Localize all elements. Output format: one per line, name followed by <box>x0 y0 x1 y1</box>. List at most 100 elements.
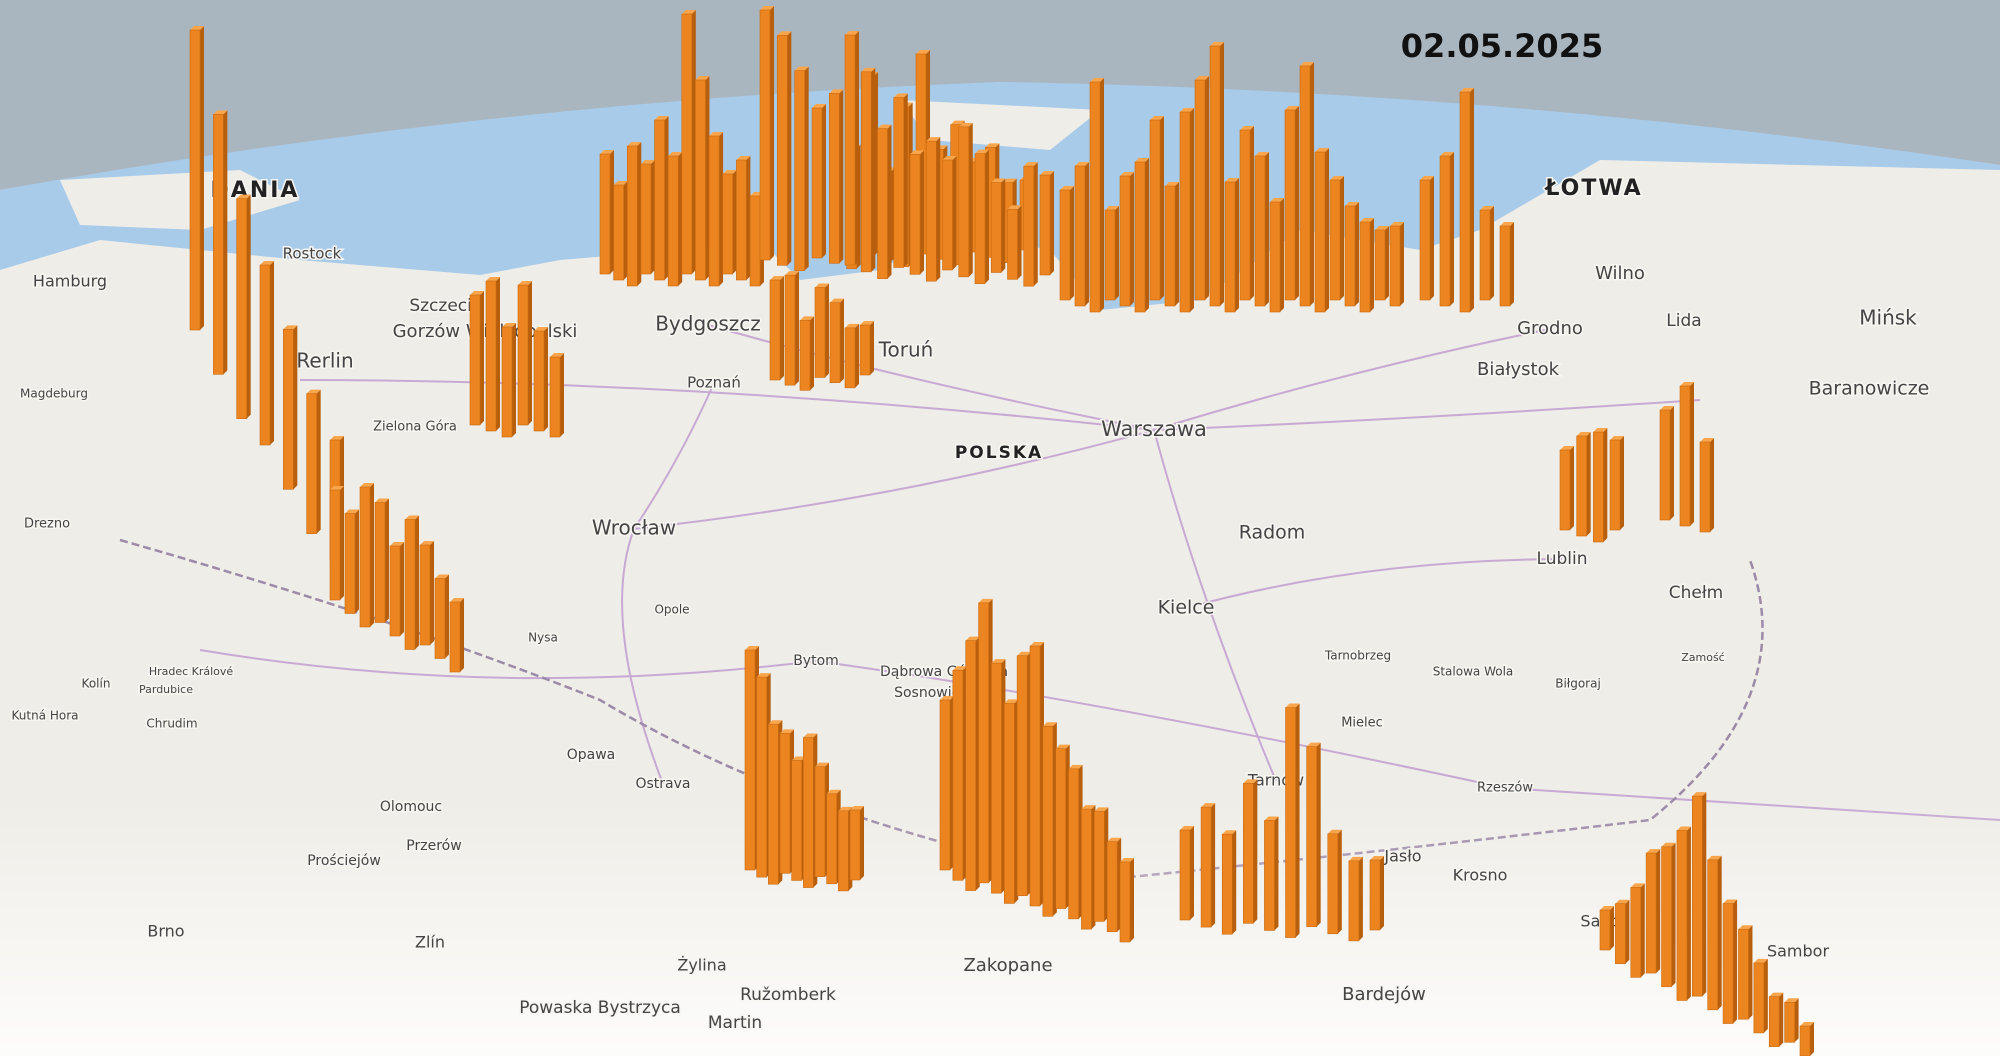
bar-side <box>430 541 434 645</box>
place-label: Bytom <box>793 653 839 669</box>
bar-side <box>952 156 957 270</box>
bar-top <box>829 89 844 94</box>
bar-top <box>826 789 841 794</box>
bar-top <box>1195 76 1209 80</box>
date-title: 02.05.2025 <box>1401 27 1603 65</box>
bar-top <box>1440 152 1454 156</box>
bar-top <box>1306 742 1321 747</box>
bar <box>1784 1002 1795 1043</box>
bar-side <box>1274 816 1279 931</box>
bar-top <box>330 486 344 490</box>
bar-top <box>1090 78 1104 82</box>
bar-side <box>1470 88 1474 312</box>
bar <box>599 153 611 275</box>
place-label: Krosno <box>1453 866 1508 885</box>
bar <box>1003 703 1015 904</box>
bar <box>654 119 665 281</box>
bar-side <box>1733 899 1738 1024</box>
bar-top <box>1068 764 1083 769</box>
bar-top <box>1576 432 1591 436</box>
bar-side <box>1640 883 1645 978</box>
bar-top <box>1390 222 1404 226</box>
bar-side <box>1232 830 1237 935</box>
bar-top <box>1500 222 1514 226</box>
bar-top <box>518 281 532 285</box>
bar-side <box>1316 742 1321 927</box>
place-label: Ružomberk <box>740 985 836 1005</box>
bar-top <box>190 26 204 30</box>
place-label: Rzeszów <box>1477 781 1533 796</box>
bar-top <box>838 806 853 811</box>
bar-top <box>345 509 359 514</box>
bar <box>844 327 856 389</box>
bar-side <box>460 598 464 672</box>
bar <box>1369 859 1381 931</box>
bar-top <box>1105 206 1119 210</box>
bar <box>1306 746 1317 927</box>
bar <box>517 284 529 426</box>
bar <box>1659 409 1671 521</box>
bar-top <box>1180 108 1194 112</box>
bar <box>549 356 561 438</box>
bar <box>909 154 921 275</box>
bar-top <box>780 729 794 734</box>
bar-top <box>1327 829 1342 834</box>
bar-top <box>1042 722 1057 727</box>
bar-side <box>1430 176 1434 300</box>
bar-side <box>1190 826 1194 920</box>
bar-side <box>445 574 449 659</box>
bar-side <box>293 325 298 490</box>
bar <box>419 544 431 646</box>
bar <box>811 107 823 259</box>
place-label: Ostrava <box>635 776 690 792</box>
bar-top <box>845 323 859 328</box>
bar-side <box>855 31 859 265</box>
bar <box>329 489 341 601</box>
place-label: Kielce <box>1158 597 1215 619</box>
bar-side <box>1250 126 1254 300</box>
bar-side <box>1295 106 1299 300</box>
bar-side <box>415 515 419 650</box>
bar <box>1081 808 1092 930</box>
bar-top <box>1180 826 1194 830</box>
bar-top <box>1661 842 1676 847</box>
bar-top <box>815 283 829 288</box>
bar <box>667 155 679 287</box>
bar-side <box>1145 158 1149 312</box>
bar <box>849 809 861 881</box>
place-label: Lida <box>1666 311 1701 331</box>
bar-top <box>550 353 564 357</box>
bar-side <box>1253 779 1258 924</box>
bar-side <box>732 170 737 274</box>
bar <box>1209 45 1221 307</box>
bar-top <box>283 325 298 330</box>
bar-side <box>903 93 908 268</box>
bar-top <box>800 316 814 321</box>
bar <box>501 326 513 438</box>
bar-top <box>1460 88 1474 92</box>
bar-side <box>840 298 844 383</box>
place-label: Opawa <box>567 747 616 763</box>
bar <box>189 29 201 331</box>
bar <box>236 198 247 419</box>
place-label: Wrocław <box>592 516 676 540</box>
bar <box>1374 229 1386 301</box>
bar <box>1106 841 1118 933</box>
bar-top <box>1753 958 1768 963</box>
bar-top <box>1560 446 1574 450</box>
bar <box>1768 996 1780 1047</box>
bar-top <box>803 733 818 738</box>
bar <box>814 766 826 877</box>
bar <box>744 649 756 871</box>
bar <box>283 329 294 490</box>
bar <box>978 602 989 884</box>
bar <box>1164 185 1176 307</box>
bar <box>877 128 888 279</box>
place-label: Chrudim <box>146 717 197 731</box>
bar-top <box>1165 182 1179 186</box>
bar-side <box>968 122 973 277</box>
bar-side <box>1400 222 1404 306</box>
bar-side <box>664 116 669 280</box>
bar <box>791 760 802 881</box>
bar-side <box>1070 186 1074 300</box>
